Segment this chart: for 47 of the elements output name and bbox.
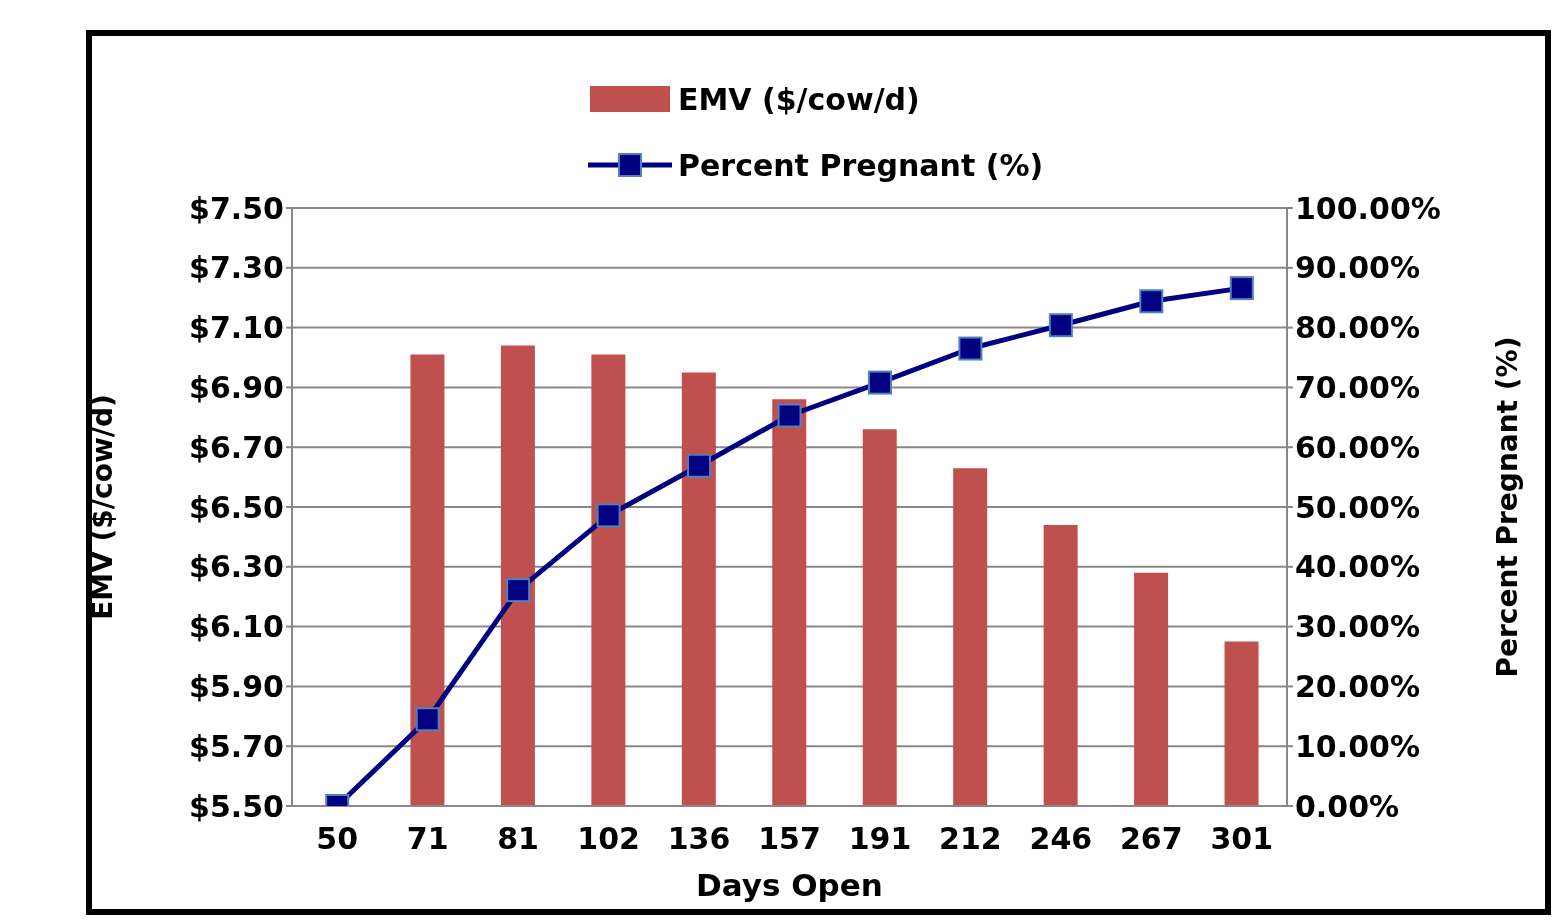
x-tick-label: 81: [497, 821, 540, 857]
y-tick-label: $5.50: [189, 788, 284, 824]
y-tick-label: $6.30: [189, 549, 284, 585]
x-tick-label: 157: [758, 821, 821, 857]
y2-tick-label: 100.00%: [1295, 190, 1441, 226]
y-tick-label: $7.30: [189, 250, 284, 286]
x-tick-label: 212: [939, 821, 1002, 857]
x-axis-title: Days Open: [696, 867, 883, 903]
y2-tick-label: 20.00%: [1295, 669, 1420, 705]
y-tick-label: $7.10: [189, 310, 284, 346]
legend-label: Percent Pregnant (%): [678, 147, 1044, 183]
y-tick-label: $6.90: [189, 370, 284, 406]
x-tick-label: 301: [1210, 821, 1274, 857]
point: [1139, 289, 1164, 314]
y2-tick-label: 30.00%: [1295, 609, 1420, 645]
point: [867, 370, 892, 395]
point: [506, 578, 531, 603]
y-tick-label: $6.50: [189, 489, 284, 525]
legend-label: EMV ($/cow/d): [678, 81, 920, 117]
x-tick-label: 267: [1120, 821, 1183, 857]
point: [1048, 313, 1073, 338]
point: [958, 336, 983, 361]
y2-tick-label: 60.00%: [1295, 429, 1420, 465]
y2-axis-title: Percent Pregnant (%): [1490, 336, 1524, 678]
x-tick-label: 71: [406, 821, 449, 857]
point: [1229, 276, 1254, 301]
y2-tick-label: 50.00%: [1295, 489, 1420, 525]
y-tick-label: $5.90: [189, 669, 284, 705]
point: [415, 707, 440, 732]
x-tick-label: 246: [1029, 821, 1093, 857]
y-tick-label: $6.10: [189, 609, 284, 645]
y2-tick-label: 70.00%: [1295, 370, 1420, 406]
point: [596, 503, 621, 528]
y-tick-label: $5.70: [189, 728, 284, 764]
x-tick-label: 136: [667, 821, 731, 857]
y2-tick-label: 10.00%: [1295, 728, 1420, 764]
x-tick-label: 102: [577, 821, 640, 857]
y2-tick-label: 0.00%: [1295, 788, 1400, 824]
y2-tick-label: 80.00%: [1295, 310, 1420, 346]
x-tick-label: 50: [316, 821, 359, 857]
x-tick-label: 191: [848, 821, 912, 857]
point: [687, 453, 712, 478]
y-tick-label: $7.50: [189, 190, 284, 226]
y-tick-label: $6.70: [189, 429, 284, 465]
point: [777, 403, 802, 428]
y2-tick-label: 40.00%: [1295, 549, 1420, 585]
y2-tick-label: 90.00%: [1295, 250, 1420, 286]
